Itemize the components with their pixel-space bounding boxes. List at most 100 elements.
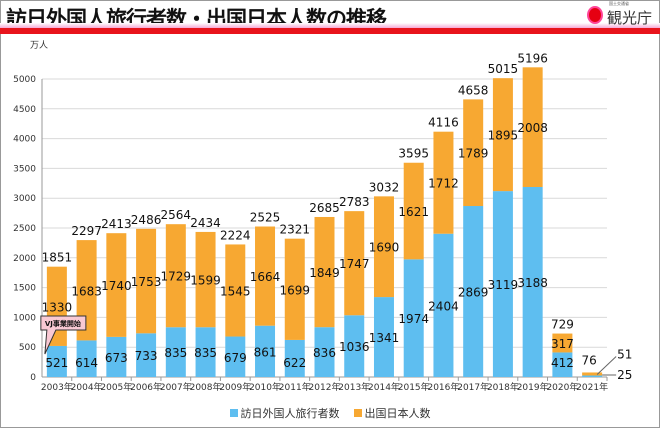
total-label: 2434: [190, 216, 221, 230]
inbound-label: 861: [254, 345, 277, 359]
bar-inbound: [492, 191, 513, 377]
inbound-label: 1036: [339, 340, 370, 354]
annotation-callout: [40, 315, 87, 355]
total-label: 4658: [458, 83, 489, 97]
outbound-label: 1740: [101, 279, 132, 293]
bar-outbound: [225, 244, 246, 337]
bar-inbound: [195, 327, 216, 377]
bar-outbound: [76, 240, 97, 341]
y-tick-label: 1000: [13, 313, 36, 323]
x-tick-label: 2009年: [219, 381, 251, 393]
outbound-label: 1895: [488, 129, 519, 143]
bar-outbound: [373, 196, 394, 298]
total-label: 2486: [131, 213, 162, 227]
x-tick-label: 2008年: [190, 381, 222, 393]
total-label: 76: [581, 353, 596, 367]
outbound-label: 1747: [339, 257, 370, 271]
outbound-label: 1699: [279, 283, 310, 297]
bar-outbound: [284, 238, 305, 340]
legend-item-inbound: 訪日外国人旅行者数: [229, 405, 340, 421]
inbound-label: 614: [75, 356, 98, 370]
inbound-label: 2404: [428, 299, 459, 313]
bar-outbound: [582, 372, 603, 376]
y-tick-label: 2500: [13, 224, 36, 234]
x-tick-label: 2021年: [576, 381, 608, 393]
inbound-label: 25: [617, 368, 632, 382]
y-tick-label: 3000: [13, 194, 36, 204]
total-label: 2525: [250, 211, 281, 225]
legend-item-outbound: 出国日本人数: [353, 405, 431, 421]
bar-outbound: [136, 228, 157, 334]
x-tick-label: 2014年: [368, 381, 400, 393]
bar-outbound: [552, 333, 573, 353]
bar-outbound: [522, 67, 543, 187]
x-tick-label: 2006年: [130, 381, 162, 393]
outbound-label: 1683: [71, 284, 102, 298]
bar-inbound: [165, 327, 186, 377]
x-tick-label: 2020年: [546, 381, 578, 393]
legend-label-outbound: 出国日本人数: [364, 407, 431, 420]
bar-inbound: [463, 206, 484, 377]
inbound-label: 673: [105, 351, 128, 365]
outbound-label: 2008: [517, 121, 548, 135]
inbound-label: 835: [164, 346, 187, 360]
y-tick-label: 1500: [13, 284, 36, 294]
outbound-label: 51: [617, 347, 632, 361]
bar-inbound: [433, 233, 454, 377]
outbound-label: 1621: [398, 205, 429, 219]
total-label: 2321: [279, 223, 310, 237]
outbound-label: 1664: [250, 270, 281, 284]
bar-inbound: [284, 339, 305, 377]
inbound-label: 733: [135, 349, 158, 363]
logo-name: 観光庁: [606, 9, 652, 27]
x-tick-label: 2007年: [160, 381, 192, 393]
inbound-label: 1974: [398, 312, 429, 326]
y-tick-label: 2000: [13, 254, 36, 264]
total-label: 2297: [71, 224, 102, 238]
total-label: 2224: [220, 228, 251, 242]
total-label: 2564: [161, 208, 192, 222]
outbound-label: 1545: [220, 284, 251, 298]
total-label: 5196: [517, 51, 548, 65]
total-label: 4116: [428, 116, 459, 130]
x-tick-label: 2010年: [249, 381, 281, 393]
agency-logo: 国土交通省 観光庁: [586, 1, 652, 28]
total-label: 5015: [488, 62, 519, 76]
total-label: 2783: [339, 195, 370, 209]
bar-inbound: [373, 297, 394, 377]
title-underline-red: [0, 28, 660, 34]
x-tick-label: 2004年: [71, 381, 103, 393]
y-tick-label: 3500: [13, 164, 36, 174]
bar-inbound: [46, 345, 67, 377]
bar-outbound: [106, 233, 127, 337]
total-label: 729: [551, 318, 574, 332]
bar-outbound: [195, 231, 216, 328]
legend-swatch-inbound: [229, 409, 238, 417]
outbound-label: 1789: [458, 147, 489, 161]
bar-outbound: [433, 131, 454, 234]
bar-outbound: [492, 78, 513, 192]
y-tick-label: 500: [19, 343, 36, 353]
inbound-label: 835: [194, 346, 217, 360]
logo-mark-icon: [586, 6, 603, 24]
x-tick-label: 2016年: [427, 381, 459, 393]
leader-line: [596, 356, 617, 375]
outbound-label: 1599: [190, 274, 221, 288]
bar-outbound: [314, 216, 335, 328]
total-label: 3032: [369, 180, 400, 194]
outbound-label: 1753: [131, 275, 162, 289]
inbound-label: 3188: [517, 276, 548, 290]
bar-outbound: [403, 162, 424, 260]
inbound-label: 2869: [458, 286, 489, 300]
bar-inbound: [225, 336, 246, 377]
bar-outbound: [463, 99, 484, 207]
legend: 訪日外国人旅行者数 出国日本人数: [0, 405, 660, 421]
x-tick-label: 2003年: [41, 381, 73, 393]
bar-outbound: [165, 224, 186, 328]
inbound-label: 679: [224, 351, 247, 365]
outbound-label: 1690: [369, 241, 400, 255]
bar-inbound: [403, 259, 424, 377]
x-tick-label: 2005年: [100, 381, 132, 393]
bar-inbound: [552, 352, 573, 377]
